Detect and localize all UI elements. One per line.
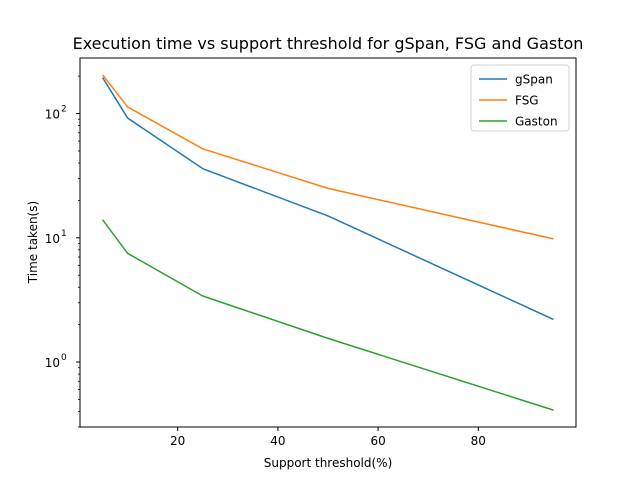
x-tick-label: 20 (170, 434, 185, 448)
y-tick-exponent: 2 (61, 105, 67, 115)
axes-frame (79, 57, 577, 428)
series-line-fsg (101, 74, 554, 240)
y-tick-label: 10 (45, 356, 60, 370)
y-tick-label: 10 (45, 108, 60, 122)
x-tick-label: 40 (270, 434, 285, 448)
legend: gSpan FSG Gaston (470, 64, 570, 132)
x-tick-label: 80 (471, 434, 486, 448)
x-axis-title: Support threshold(%) (264, 456, 393, 470)
legend-label: gSpan (515, 73, 553, 87)
y-axis-title: Time taken(s) (26, 201, 40, 284)
legend-label: FSG (515, 94, 539, 108)
legend-box (470, 64, 570, 132)
series-line-gspan (101, 77, 554, 321)
chart-title: Execution time vs support threshold for … (73, 34, 584, 53)
y-tick-label: 10 (45, 232, 60, 246)
y-tick-exponent: 1 (61, 229, 67, 239)
legend-label: Gaston (515, 115, 558, 129)
series-line-gaston (101, 219, 554, 411)
x-tick-label: 60 (370, 434, 385, 448)
y-tick-exponent: 0 (61, 353, 67, 363)
